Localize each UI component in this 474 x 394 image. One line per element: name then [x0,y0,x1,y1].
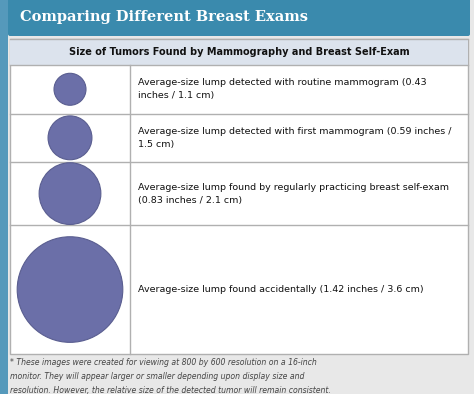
FancyBboxPatch shape [8,0,470,36]
Text: Average-size lump found accidentally (1.42 inches / 3.6 cm): Average-size lump found accidentally (1.… [138,285,424,294]
Text: Size of Tumors Found by Mammography and Breast Self-Exam: Size of Tumors Found by Mammography and … [69,47,410,57]
Circle shape [48,116,92,160]
Circle shape [39,163,101,225]
Circle shape [17,237,123,342]
FancyBboxPatch shape [10,39,468,354]
Text: Average-size lump detected with routine mammogram (0.43
inches / 1.1 cm): Average-size lump detected with routine … [138,78,427,100]
FancyBboxPatch shape [10,39,468,65]
Text: * These images were created for viewing at 800 by 600 resolution on a 16-inch
mo: * These images were created for viewing … [10,358,331,394]
Circle shape [54,73,86,105]
Text: Average-size lump found by regularly practicing breast self-exam
(0.83 inches / : Average-size lump found by regularly pra… [138,182,449,205]
FancyBboxPatch shape [0,0,8,394]
Text: Comparing Different Breast Exams: Comparing Different Breast Exams [20,10,308,24]
Text: Average-size lump detected with first mammogram (0.59 inches /
1.5 cm): Average-size lump detected with first ma… [138,127,452,149]
